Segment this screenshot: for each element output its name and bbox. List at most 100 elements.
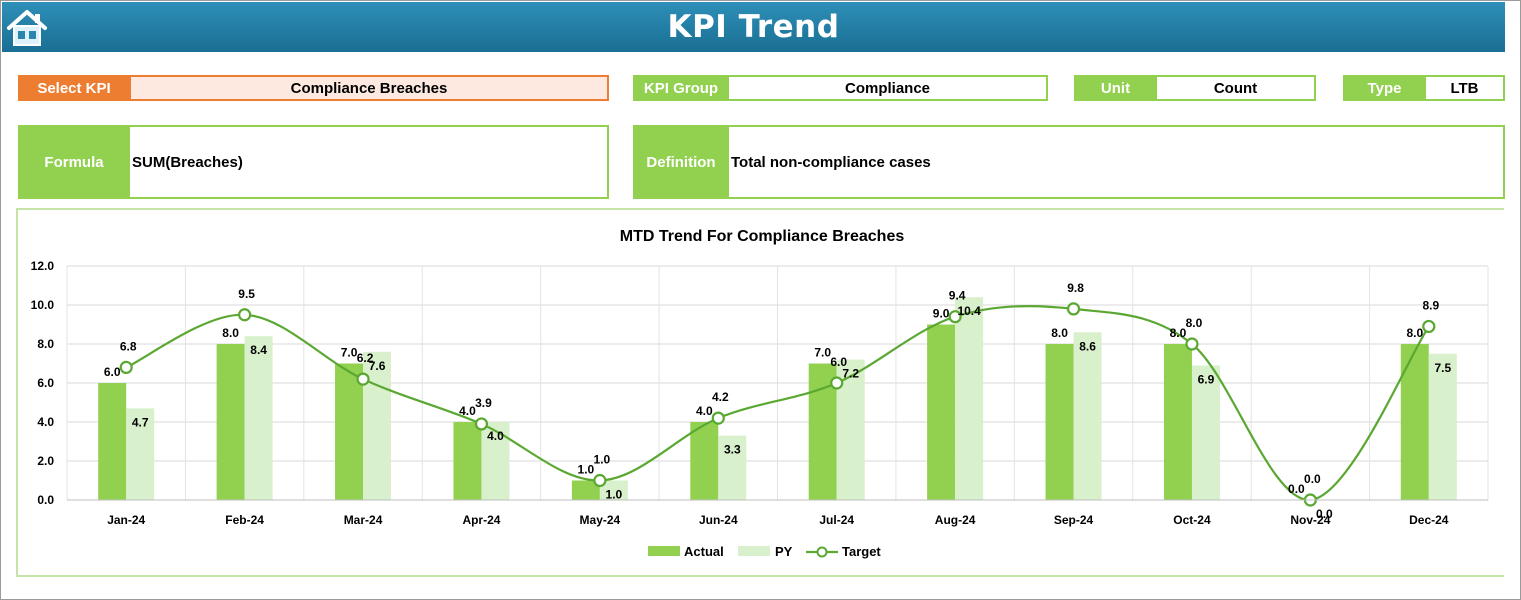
target-data-label: 0.0 [1304,472,1321,486]
target-data-label: 6.0 [830,355,847,369]
y-tick-label: 6.0 [37,376,54,390]
legend-py-label: PY [775,544,793,559]
target-data-label: 1.0 [594,453,611,467]
select-kpi-dropdown[interactable]: Compliance Breaches [129,75,609,101]
x-tick-label: Nov-24 [1290,513,1330,527]
y-tick-label: 12.0 [31,259,55,273]
py-data-label: 1.0 [606,488,623,502]
type-label: Type [1343,75,1426,101]
x-tick-label: Sep-24 [1054,513,1094,527]
formula-label: Formula [18,125,130,199]
py-bar [599,480,628,500]
definition-label: Definition [633,125,729,199]
x-tick-label: Feb-24 [225,513,264,527]
target-data-label: 8.9 [1422,298,1439,312]
x-tick-label: Oct-24 [1173,513,1211,527]
target-point [1422,319,1436,334]
target-data-label: 8.0 [1186,316,1203,330]
y-tick-label: 4.0 [37,415,54,429]
actual-bar [1045,344,1074,500]
y-tick-label: 2.0 [37,454,54,468]
x-tick-label: Apr-24 [462,513,500,527]
actual-data-label: 1.0 [578,463,595,477]
py-bar [481,422,510,500]
py-bar [244,336,273,500]
formula-value: SUM(Breaches) [128,125,609,199]
target-point [948,310,962,324]
legend-actual-label: Actual [684,544,724,559]
x-tick-label: May-24 [580,513,621,527]
y-tick-label: 0.0 [37,493,54,507]
actual-data-label: 6.0 [104,365,121,379]
unit-value: Count [1155,75,1316,101]
py-data-label: 10.4 [957,304,981,318]
actual-bar [1400,344,1429,500]
py-data-label: 0.0 [1316,507,1333,521]
py-bar [1428,353,1457,500]
py-data-label: 4.0 [487,429,504,443]
py-data-label: 8.6 [1079,339,1096,353]
x-tick-label: Jun-24 [699,513,738,527]
actual-bar [335,363,364,500]
py-bar [955,297,984,500]
target-data-label: 6.8 [120,339,137,353]
actual-data-label: 7.0 [341,346,358,360]
y-tick-label: 10.0 [31,298,55,312]
actual-data-label: 4.0 [696,404,713,418]
target-point [1066,302,1081,316]
target-point [474,417,489,431]
actual-data-label: 8.0 [1051,326,1068,340]
actual-data-label: 8.0 [1170,326,1187,340]
kpi-group-label: KPI Group [633,75,729,101]
header-banner: KPI Trend [2,2,1505,52]
target-data-label: 3.9 [475,396,492,410]
target-data-label: 9.8 [1067,281,1084,295]
x-tick-label: Jan-24 [107,513,145,527]
target-point [830,376,844,390]
actual-data-label: 8.0 [1406,326,1423,340]
x-tick-label: Jul-24 [819,513,854,527]
actual-bar [927,324,956,500]
actual-bar [1163,344,1192,500]
definition-value: Total non-compliance cases [727,125,1505,199]
target-point [119,360,133,374]
py-bar [126,408,155,500]
actual-data-label: 9.0 [933,307,950,321]
actual-data-label: 7.0 [814,346,831,360]
py-data-label: 7.6 [369,359,386,373]
legend-actual-swatch [648,546,680,556]
target-data-label: 9.5 [238,287,255,301]
legend-target-marker [816,546,828,558]
py-data-label: 7.2 [842,367,859,381]
legend-target-label: Target [842,544,881,559]
target-data-label: 4.2 [712,390,729,404]
chart-panel [16,208,1504,577]
py-data-label: 6.9 [1198,372,1215,386]
actual-bar [690,422,719,500]
kpi-group-value: Compliance [727,75,1048,101]
y-tick-label: 8.0 [37,337,54,351]
actual-bar [98,383,127,500]
actual-data-label: 8.0 [222,326,239,340]
target-point [711,411,725,425]
chart-title: MTD Trend For Compliance Breaches [620,228,905,245]
unit-label: Unit [1074,75,1157,101]
py-data-label: 7.5 [1434,361,1451,375]
legend-py-swatch [738,546,770,556]
target-point [1185,337,1199,351]
x-tick-label: Aug-24 [935,513,976,527]
target-point [238,308,252,322]
py-data-label: 4.7 [132,415,149,429]
home-icon[interactable] [6,8,48,48]
target-point [593,473,607,488]
py-bar [1191,365,1220,500]
actual-bar [571,480,600,500]
actual-data-label: 4.0 [459,404,476,418]
py-bar [718,435,747,500]
target-point [356,372,370,386]
x-tick-label: Mar-24 [344,513,383,527]
actual-bar [216,344,245,500]
actual-data-label: 0.0 [1288,482,1305,496]
select-kpi-label: Select KPI [18,75,130,101]
